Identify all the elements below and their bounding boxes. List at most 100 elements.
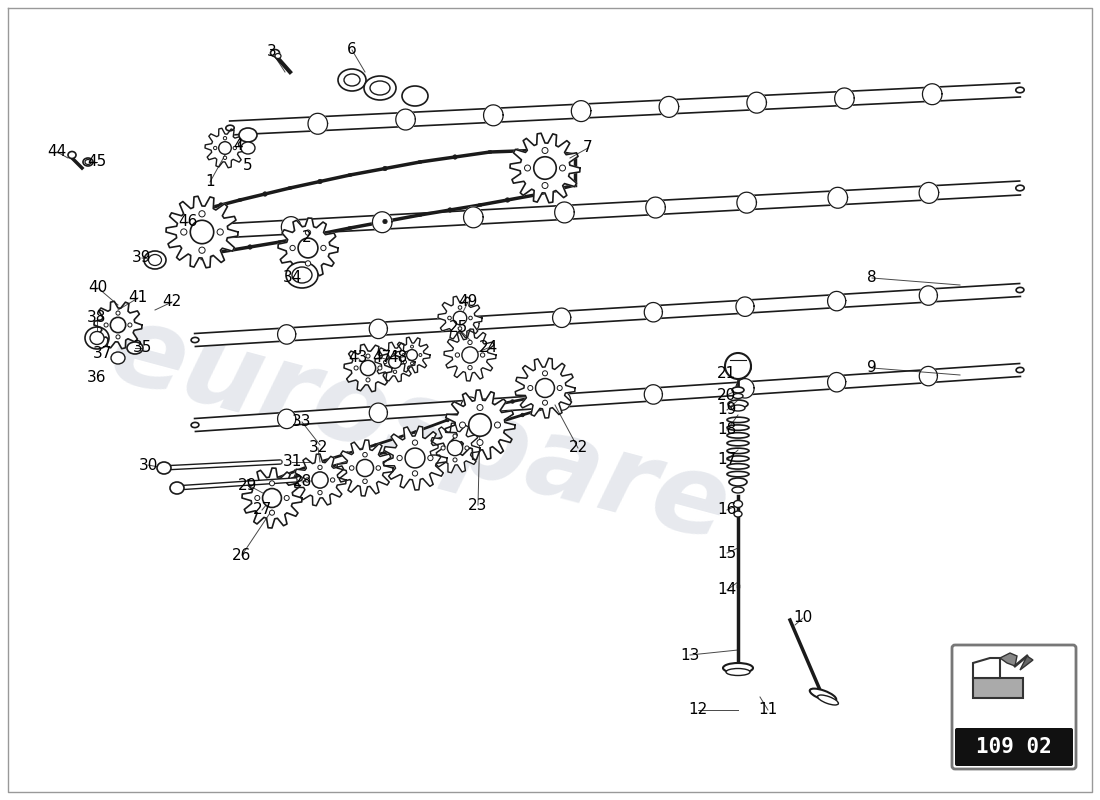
Polygon shape	[827, 291, 846, 311]
Circle shape	[384, 360, 387, 364]
Circle shape	[468, 340, 472, 345]
Polygon shape	[736, 297, 755, 316]
Circle shape	[453, 458, 456, 462]
Ellipse shape	[1015, 87, 1024, 93]
Text: 4: 4	[233, 138, 243, 153]
Circle shape	[412, 440, 418, 446]
Polygon shape	[747, 92, 767, 113]
Circle shape	[553, 188, 558, 192]
Circle shape	[403, 360, 407, 364]
Circle shape	[560, 165, 565, 171]
Circle shape	[388, 356, 401, 368]
Text: 12: 12	[689, 702, 707, 718]
Circle shape	[248, 245, 252, 250]
Polygon shape	[344, 344, 392, 392]
Circle shape	[455, 353, 460, 357]
Polygon shape	[552, 391, 571, 410]
Circle shape	[116, 335, 120, 339]
Circle shape	[217, 229, 223, 235]
Circle shape	[326, 466, 329, 470]
Polygon shape	[920, 366, 937, 386]
Circle shape	[393, 437, 397, 440]
Circle shape	[573, 168, 578, 172]
Text: 17: 17	[717, 453, 737, 467]
Circle shape	[223, 137, 227, 140]
Circle shape	[376, 466, 381, 470]
Text: 29: 29	[239, 478, 257, 493]
Polygon shape	[370, 319, 387, 338]
Polygon shape	[375, 342, 415, 382]
Text: 6: 6	[348, 42, 356, 58]
Text: 109 02: 109 02	[976, 737, 1052, 757]
Ellipse shape	[723, 663, 754, 673]
Circle shape	[495, 422, 500, 428]
Text: 42: 42	[163, 294, 182, 310]
Text: 32: 32	[308, 441, 328, 455]
Polygon shape	[515, 358, 575, 418]
Circle shape	[469, 414, 492, 436]
Ellipse shape	[126, 342, 143, 354]
Ellipse shape	[338, 69, 366, 91]
Circle shape	[270, 481, 275, 486]
Polygon shape	[278, 218, 338, 278]
Circle shape	[558, 150, 562, 154]
Ellipse shape	[144, 251, 166, 269]
Circle shape	[318, 490, 322, 494]
Text: 21: 21	[717, 366, 737, 381]
Circle shape	[383, 450, 387, 454]
Circle shape	[356, 459, 374, 477]
Circle shape	[412, 470, 418, 476]
Ellipse shape	[191, 338, 199, 342]
Ellipse shape	[732, 387, 744, 393]
Circle shape	[469, 316, 472, 320]
Circle shape	[354, 366, 359, 370]
Circle shape	[459, 306, 462, 310]
Text: 39: 39	[132, 250, 152, 266]
Circle shape	[199, 210, 205, 217]
Ellipse shape	[90, 331, 104, 345]
Circle shape	[223, 156, 227, 159]
Polygon shape	[571, 101, 591, 122]
Polygon shape	[295, 454, 346, 506]
Circle shape	[312, 233, 317, 238]
Polygon shape	[282, 217, 301, 238]
Circle shape	[213, 146, 217, 150]
Text: 47: 47	[373, 350, 392, 366]
Circle shape	[209, 253, 213, 258]
Polygon shape	[277, 409, 296, 429]
Circle shape	[528, 386, 532, 390]
Text: 25: 25	[449, 321, 468, 335]
Ellipse shape	[68, 151, 76, 158]
Polygon shape	[446, 390, 515, 460]
Circle shape	[448, 440, 463, 456]
Circle shape	[468, 366, 472, 370]
Circle shape	[350, 466, 354, 470]
Circle shape	[451, 434, 454, 437]
Circle shape	[270, 510, 275, 515]
Ellipse shape	[726, 669, 750, 675]
Ellipse shape	[810, 689, 836, 702]
FancyBboxPatch shape	[955, 728, 1072, 766]
Ellipse shape	[729, 478, 747, 486]
Circle shape	[363, 453, 367, 457]
Circle shape	[263, 489, 282, 507]
Circle shape	[263, 192, 267, 196]
Text: 49: 49	[459, 294, 477, 310]
Polygon shape	[828, 187, 848, 208]
Circle shape	[465, 446, 469, 450]
Circle shape	[542, 147, 548, 154]
Circle shape	[312, 472, 328, 488]
Ellipse shape	[734, 511, 742, 517]
Text: 22: 22	[569, 441, 587, 455]
Ellipse shape	[85, 327, 109, 349]
Circle shape	[284, 480, 288, 483]
Circle shape	[460, 422, 465, 428]
Ellipse shape	[191, 422, 199, 428]
Polygon shape	[923, 84, 942, 105]
Circle shape	[294, 469, 298, 473]
Text: 48: 48	[388, 350, 408, 366]
Circle shape	[419, 354, 421, 357]
Ellipse shape	[1015, 185, 1024, 191]
Text: 14: 14	[717, 582, 737, 598]
Circle shape	[515, 149, 519, 154]
